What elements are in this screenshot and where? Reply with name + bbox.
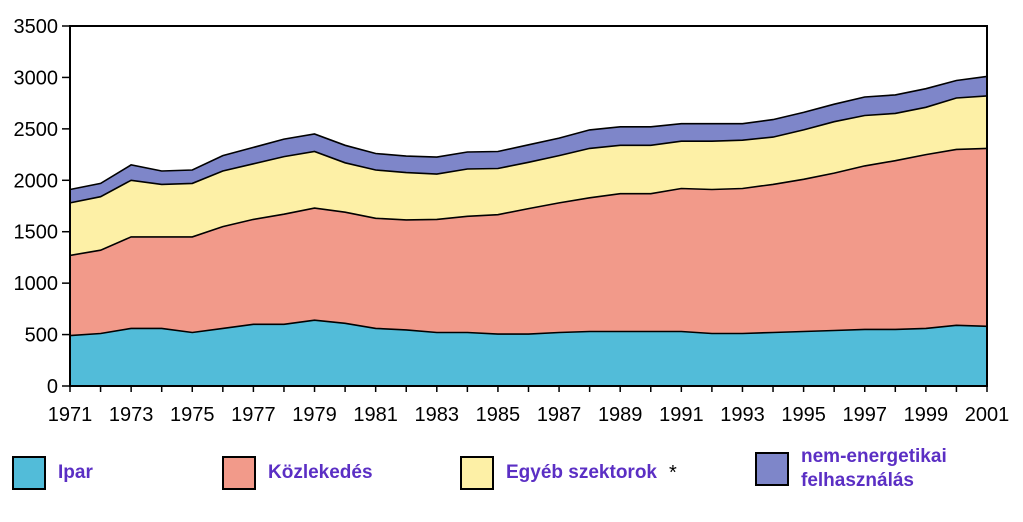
x-tick-label: 1983 [415,404,460,426]
legend-item-nem-energetikai: nem-energetikai felhasználás [755,445,947,493]
x-tick-label: 1979 [292,404,337,426]
x-tick-label: 1991 [659,404,704,426]
x-tick-label: 1995 [781,404,826,426]
outline-nem-energetikai-felhaszn-l-s [69,75,988,191]
legend-footnote-mark: * [669,461,677,484]
legend-item-ipar: Ipar [12,456,93,490]
x-tick-label: 1971 [48,404,93,426]
y-axis: 0 500 1000 1500 2000 2500 3000 3500 [14,16,70,398]
x-tick-label: 1975 [170,404,215,426]
x-axis: 1971 1973 1975 1977 1979 1981 1983 1985 1987 1989… [48,386,1010,426]
legend-swatch-egyeb [460,456,494,490]
legend: Ipar Közlekedés Egyéb szektorok * nem-en… [0,440,1023,522]
y-tick-label: 1500 [14,222,59,244]
area-k-zleked-s [70,148,987,336]
legend-label-egyeb: Egyéb szektorok [506,462,657,483]
legend-swatch-nem-energetikai [755,452,789,486]
outline-ipar [69,319,988,337]
y-tick-label: 2000 [14,170,59,192]
x-tick-label: 1985 [476,404,521,426]
area-ipar [70,320,987,386]
y-tick-label: 3500 [14,16,59,38]
series-outlines [69,75,988,337]
legend-item-egyeb: Egyéb szektorok * [460,456,677,490]
legend-label-nem-line1: nem-energetikai [801,446,947,467]
legend-item-kozlekedes: Közlekedés [222,456,373,490]
x-tick-label: 1999 [904,404,949,426]
x-tick-label: 1973 [109,404,154,426]
x-tick-label: 1997 [842,404,887,426]
outline-k-zleked-s [69,147,988,257]
legend-swatch-kozlekedes [222,456,256,490]
y-tick-label: 1000 [14,273,59,295]
legend-label-kozlekedes: Közlekedés [268,462,373,483]
area-egy-b-szektorok [70,95,987,256]
area-series-group [70,76,987,386]
x-tick-label: 1977 [231,404,276,426]
y-tick-label: 2500 [14,119,59,141]
x-tick-label: 2001 [965,404,1010,426]
outline-egy-b-szektorok [69,95,988,204]
x-tick-label: 1989 [598,404,643,426]
legend-label-ipar: Ipar [58,462,93,483]
legend-label-nem-line2: felhasználás [801,470,914,491]
y-tick-label: 0 [47,376,58,398]
y-tick-label: 3000 [14,67,59,89]
legend-swatch-ipar [12,456,46,490]
y-tick-label: 500 [25,325,58,347]
x-tick-label: 1987 [537,404,582,426]
legend-label-nem-energetikai: nem-energetikai felhasználás [801,445,947,493]
x-tick-label: 1993 [720,404,765,426]
x-tick-label: 1981 [353,404,398,426]
